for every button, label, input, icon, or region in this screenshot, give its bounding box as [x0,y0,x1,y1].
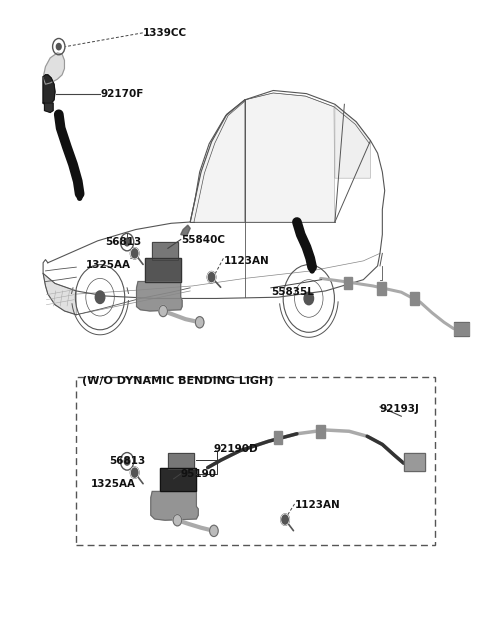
Bar [455,322,468,336]
Text: 55835L: 55835L [271,287,314,297]
Polygon shape [45,103,53,112]
Text: 1123AN: 1123AN [295,500,340,510]
Circle shape [210,525,218,537]
Circle shape [207,272,216,283]
Text: 56813: 56813 [105,237,141,247]
Circle shape [96,291,105,303]
Circle shape [281,514,289,525]
Text: 92193J: 92193J [380,404,420,414]
Bar [404,453,425,471]
Polygon shape [43,53,64,84]
Polygon shape [245,93,335,222]
Circle shape [124,238,130,246]
Bar [145,258,180,281]
Circle shape [124,458,130,465]
Circle shape [131,467,139,478]
Polygon shape [335,104,371,178]
Bar [404,453,425,471]
Circle shape [304,292,313,305]
Polygon shape [43,274,76,315]
FancyBboxPatch shape [76,377,434,545]
Bar [145,258,180,281]
Bar [316,425,325,437]
Bar [344,277,352,289]
Circle shape [195,317,204,328]
Bar [152,242,179,260]
Bar [168,453,194,470]
Text: (W/O DYNAMIC BENDING LIGH): (W/O DYNAMIC BENDING LIGH) [83,376,274,386]
Text: 1339CC: 1339CC [143,28,187,38]
Polygon shape [137,281,182,311]
Text: 1325AA: 1325AA [91,479,135,489]
Bar [274,431,282,444]
Text: 1123AN: 1123AN [223,256,269,266]
Text: 92170F: 92170F [100,88,144,99]
Circle shape [56,44,61,50]
Text: 56813: 56813 [109,456,146,466]
Circle shape [131,248,139,259]
Polygon shape [190,100,245,222]
Polygon shape [180,225,190,236]
Bar [168,453,194,470]
Bar [160,468,196,492]
Circle shape [173,514,181,526]
Text: 1325AA: 1325AA [86,260,131,270]
Text: 55840C: 55840C [180,234,225,245]
Circle shape [159,305,168,317]
Bar [152,242,179,260]
Text: 92190D: 92190D [214,444,259,454]
Bar [377,282,385,295]
Bar [410,292,419,305]
Text: 95190: 95190 [180,469,216,479]
Polygon shape [151,492,198,520]
Bar [160,468,196,492]
Polygon shape [43,75,55,106]
